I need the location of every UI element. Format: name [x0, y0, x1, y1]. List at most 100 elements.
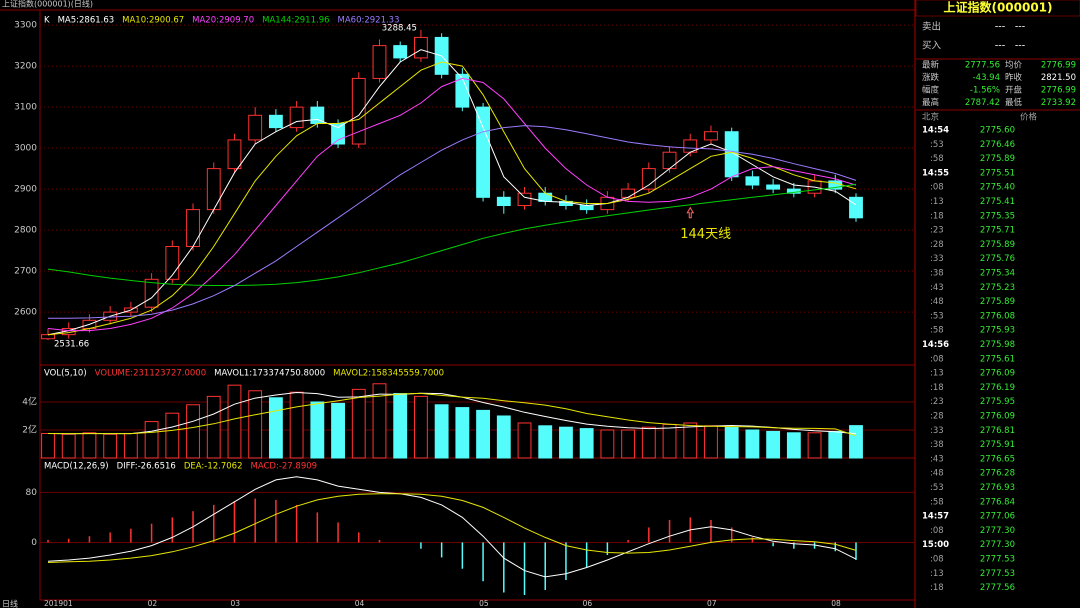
tick-price: 2775.40: [980, 183, 1015, 193]
indicator-line: [47, 49, 857, 336]
annotation-arrow: [686, 206, 695, 219]
x-tick-label: 07: [707, 599, 717, 608]
tick-time: :13: [930, 569, 944, 579]
candle-body: [724, 131, 739, 178]
candle-body: [641, 168, 656, 190]
candle-body: [331, 123, 345, 145]
candle-body: [289, 106, 304, 129]
tick-time: :53: [930, 140, 944, 150]
volume-bar: [766, 430, 781, 459]
panel-header: DIFF:-26.6516: [117, 462, 176, 472]
volume-bar: [61, 433, 76, 459]
candle-body: [41, 334, 55, 340]
quote-cell: 涨跌: [922, 72, 940, 83]
tick-time: :23: [930, 397, 944, 407]
volume-bar: [807, 432, 822, 459]
panel-header: MAVOL1:173374750.8000: [214, 369, 325, 379]
x-tick-label: 05: [479, 599, 489, 608]
indicator-line: [48, 125, 857, 319]
volume-bar: [206, 395, 221, 459]
tick-price: 2776.09: [980, 412, 1015, 422]
tick-price: 2775.23: [980, 283, 1015, 293]
volume-bar: [559, 426, 573, 459]
tick-price: 2777.56: [980, 583, 1015, 593]
volume-bar: [41, 432, 55, 459]
candle-body: [476, 106, 490, 198]
tick-time: :08: [930, 555, 944, 565]
candle-body: [849, 196, 863, 219]
tick-price: 2776.81: [980, 426, 1015, 436]
ticks-header: 价格: [1020, 112, 1038, 123]
volume-bar: [372, 383, 387, 459]
tick-time: 15:00: [922, 540, 949, 550]
quote-cell: 开盘: [1005, 85, 1023, 96]
volume-bar: [849, 425, 863, 459]
order-cell: ---: [1015, 41, 1025, 52]
x-tick-label: 04: [355, 599, 365, 608]
volume-bar: [351, 388, 366, 459]
volume-bar: [600, 429, 615, 459]
y-tick-label: 2600: [14, 308, 37, 318]
tick-time: :18: [930, 383, 944, 393]
panel-header: MA60:2921.33: [338, 16, 400, 26]
volume-bar: [331, 402, 345, 459]
tick-price: 2776.19: [980, 383, 1015, 393]
tick-price: 2775.34: [980, 269, 1015, 279]
panel-header: DEA:-12.7062: [184, 462, 243, 472]
y-tick-label: 4亿: [22, 395, 37, 407]
tick-price: 2775.76: [980, 254, 1015, 264]
volume-bar: [434, 404, 449, 459]
period-label: 日线: [2, 599, 18, 608]
y-tick-label: 3200: [14, 62, 37, 72]
tick-time: :48: [930, 297, 944, 307]
volume-bar: [289, 391, 304, 459]
tick-price: 2776.09: [980, 369, 1015, 379]
panel-header: MAVOL2:158345559.7000: [333, 369, 444, 379]
panel-header: K: [44, 16, 50, 26]
tick-time: :43: [930, 454, 944, 464]
tick-time: :08: [930, 354, 944, 364]
candle-body: [579, 205, 594, 211]
quote-cell: 2787.42: [965, 98, 1000, 108]
tick-price: 2776.65: [980, 454, 1015, 464]
volume-bar: [828, 430, 843, 459]
tick-time: 14:55: [922, 168, 949, 178]
quote-cell: 昨收: [1005, 72, 1023, 83]
y-tick-label: 3300: [14, 21, 37, 31]
candle-body: [414, 36, 428, 59]
quote-cell: 2733.92: [1041, 98, 1076, 108]
tick-price: 2775.89: [980, 154, 1015, 164]
tick-time: :38: [930, 440, 944, 450]
volume-bar: [123, 432, 138, 459]
volume-bar: [476, 409, 490, 459]
tick-time: :18: [930, 583, 944, 593]
tick-price: 2777.30: [980, 526, 1015, 536]
tick-time: :53: [930, 483, 944, 493]
tick-price: 2775.61: [980, 354, 1015, 364]
tick-price: 2775.91: [980, 440, 1015, 450]
tick-price: 2775.51: [980, 168, 1015, 178]
annotation: 3288.45: [382, 23, 417, 33]
tick-time: :13: [930, 369, 944, 379]
order-cell: ---: [995, 22, 1005, 33]
candle-body: [268, 114, 283, 129]
panel-header: MA5:2861.63: [58, 16, 115, 26]
tick-price: 2777.06: [980, 512, 1015, 522]
panel-header: MA10:2900.67: [122, 16, 184, 26]
panel-header: MACD(12,26,9): [44, 462, 109, 472]
quote-cell: 2777.56: [965, 61, 1000, 71]
tick-price: 2775.71: [980, 226, 1015, 236]
tick-price: 2775.89: [980, 297, 1015, 307]
volume-bar: [579, 428, 594, 459]
tick-time: :58: [930, 326, 944, 336]
volume-bar: [144, 421, 159, 459]
y-tick-label: 3100: [14, 103, 37, 113]
y-tick-label: 2700: [14, 267, 37, 277]
y-tick-label: 80: [26, 488, 38, 498]
volume-bar: [786, 432, 801, 459]
y-tick-label: 2亿: [22, 423, 37, 435]
tick-time: :48: [930, 469, 944, 479]
volume-bar: [248, 390, 263, 459]
volume-bar: [538, 425, 553, 459]
tick-price: 2776.28: [980, 469, 1015, 479]
